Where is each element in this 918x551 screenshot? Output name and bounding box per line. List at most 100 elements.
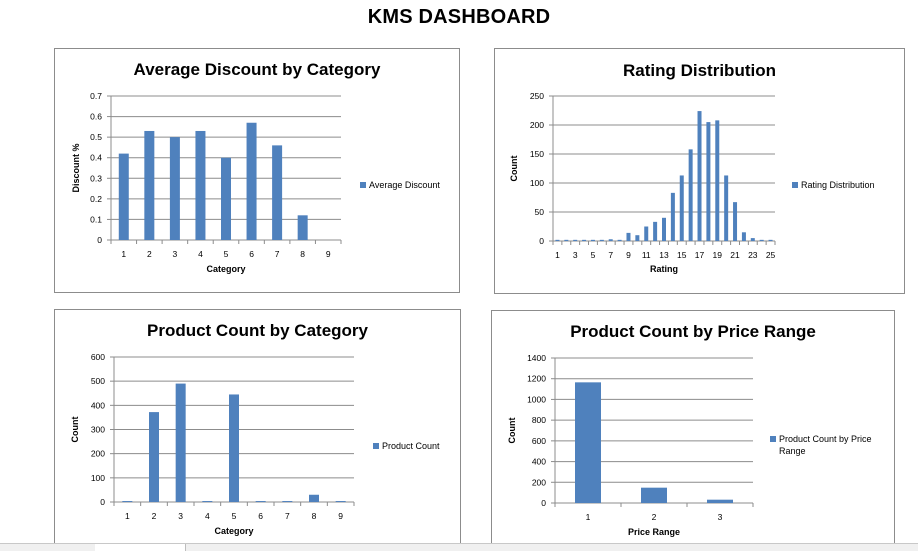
bar — [733, 202, 738, 241]
x-axis-label: Category — [206, 264, 245, 274]
bar — [662, 217, 666, 241]
legend-swatch — [373, 443, 379, 449]
x-tick-label: 3 — [718, 512, 723, 522]
bar — [670, 192, 675, 241]
y-tick-label: 0 — [539, 236, 544, 246]
x-tick-label: 17 — [695, 250, 705, 260]
y-tick-label: 100 — [530, 178, 544, 188]
bar — [635, 235, 640, 241]
bar — [715, 120, 720, 241]
bar — [653, 221, 658, 241]
x-tick-label: 2 — [152, 511, 157, 521]
legend-swatch — [792, 182, 798, 188]
y-axis-label: Count — [507, 418, 517, 444]
bar — [246, 122, 257, 240]
bar — [175, 383, 186, 502]
bar — [590, 239, 595, 241]
y-tick-label: 400 — [532, 457, 546, 467]
y-tick-label: 0 — [100, 497, 105, 507]
bar — [221, 157, 231, 240]
bar — [573, 239, 578, 241]
x-tick-label: 8 — [312, 511, 317, 521]
avg-discount-chart[interactable]: Average Discount by Category 0 0.1 0.2 0.3 0… — [54, 48, 460, 293]
x-tick-label: 19 — [713, 250, 723, 260]
legend-swatch — [360, 182, 366, 188]
bar — [759, 239, 764, 241]
bar — [575, 382, 601, 503]
y-tick-label: 600 — [532, 436, 546, 446]
x-tick-label: 5 — [232, 511, 237, 521]
y-tick-label: 300 — [91, 425, 105, 435]
bar — [195, 130, 206, 240]
x-tick-label: 7 — [608, 250, 613, 260]
bar — [679, 175, 684, 241]
y-tick-label: 1400 — [527, 353, 546, 363]
bar — [564, 239, 569, 241]
y-tick-label: 200 — [530, 120, 544, 130]
y-axis-label: Count — [509, 156, 519, 182]
x-tick-label: 4 — [198, 249, 203, 259]
x-tick-label: 11 — [642, 250, 651, 260]
x-tick-label: 2 — [147, 249, 152, 259]
x-axis-label: Rating — [650, 264, 678, 274]
y-tick-label: 400 — [91, 400, 105, 410]
x-tick-label: 25 — [766, 250, 776, 260]
y-tick-label: 250 — [530, 91, 544, 101]
legend-label: Rating Distribution — [801, 180, 875, 190]
chart-plot: 0 100 200 300 400 500 600 1 2 3 4 5 6 7 8 9 Category Coun… — [70, 352, 440, 536]
x-tick-label: 9 — [626, 250, 631, 260]
chart-plot: 0 0.1 0.2 0.3 0.4 0.5 0.6 0.7 1 2 3 4 5 6 7 8 9 Category D… — [71, 91, 440, 274]
x-tick-label: 23 — [748, 250, 758, 260]
y-axis-label: Discount % — [71, 143, 81, 192]
x-tick-label: 9 — [326, 249, 331, 259]
bar — [688, 149, 693, 241]
bar — [599, 239, 604, 241]
y-tick-label: 50 — [535, 207, 545, 217]
bar — [144, 130, 155, 240]
chart-title: Average Discount by Category — [133, 60, 381, 79]
chart-title: Product Count by Price Range — [570, 322, 816, 341]
bar — [706, 122, 711, 241]
x-tick-label: 3 — [573, 250, 578, 260]
rating-distribution-chart[interactable]: Rating Distribution 0 50 100 150 200 250 1 3 5 7 9… — [494, 48, 905, 294]
y-tick-label: 1000 — [527, 394, 546, 404]
chart-title: Product Count by Category — [146, 321, 368, 340]
product-count-price-chart[interactable]: Product Count by Price Range 0 200 400 600 8… — [491, 310, 895, 545]
y-tick-label: 100 — [91, 473, 105, 483]
y-tick-label: 0.5 — [90, 132, 102, 142]
bar — [724, 175, 729, 241]
y-tick-label: 600 — [91, 352, 105, 362]
bar — [707, 499, 733, 503]
y-tick-label: 0 — [97, 235, 102, 245]
chart-title: Rating Distribution — [623, 61, 776, 80]
legend-label: Average Discount — [369, 180, 440, 190]
x-tick-label: 4 — [205, 511, 210, 521]
sheet-status-strip — [0, 543, 918, 551]
product-count-category-chart[interactable]: Product Count by Category 0 100 200 300 400 5… — [54, 309, 461, 545]
x-tick-label: 5 — [591, 250, 596, 260]
bar — [229, 394, 239, 502]
bar — [309, 494, 319, 502]
bar — [297, 215, 308, 240]
x-tick-label: 1 — [555, 250, 560, 260]
bar — [582, 239, 587, 241]
x-tick-label: 7 — [285, 511, 290, 521]
x-tick-label: 5 — [224, 249, 229, 259]
dashboard-title: KMS DASHBOARD — [367, 6, 551, 28]
bar — [282, 501, 293, 502]
x-tick-label: 15 — [677, 250, 687, 260]
y-tick-label: 0.7 — [90, 91, 102, 101]
y-tick-label: 0 — [541, 498, 546, 508]
bar — [122, 501, 133, 502]
bar — [741, 232, 746, 241]
x-axis-label: Price Range — [628, 527, 680, 537]
bar — [626, 232, 631, 241]
x-axis-label: Category — [214, 526, 253, 536]
x-tick-label: 3 — [173, 249, 178, 259]
y-axis-label: Count — [70, 417, 80, 443]
bar — [641, 487, 667, 503]
bar — [768, 239, 773, 241]
y-tick-label: 150 — [530, 149, 544, 159]
bar — [335, 501, 346, 502]
